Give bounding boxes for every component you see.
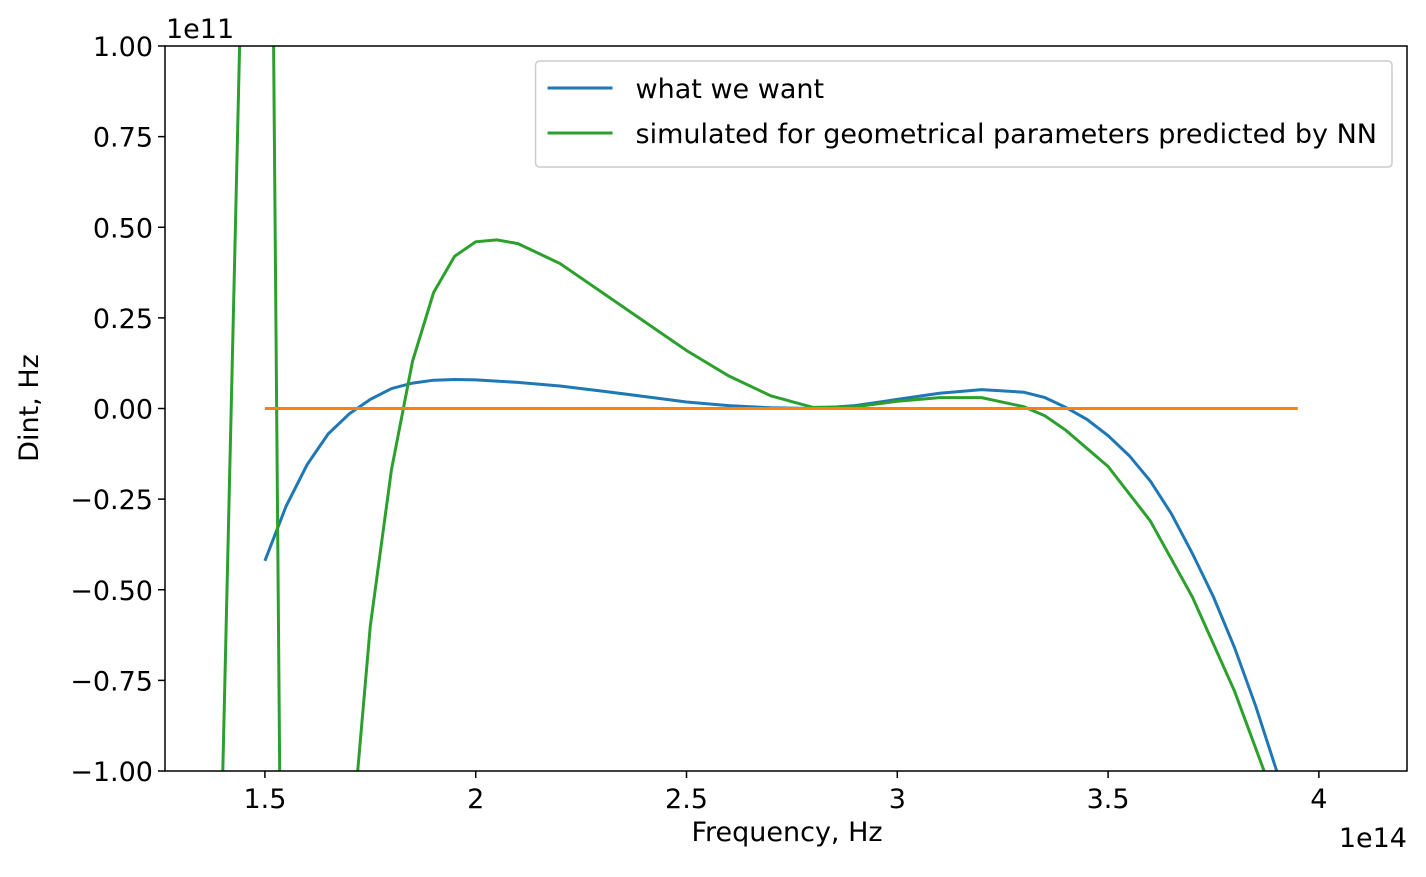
- y-tick-label: −0.50: [70, 576, 153, 607]
- plot-lines: [221, 46, 1298, 771]
- y-tick-label: 0.25: [93, 304, 153, 335]
- x-tick-label: 4: [1310, 784, 1327, 815]
- legend-label: what we want: [636, 74, 825, 105]
- ticks: 1.5 2 2.5 3 3.5 4 −1.00 −0.75 −0.50 −0.25 0.00 0.25…: [70, 32, 1327, 815]
- y-tick-label: −1.00: [70, 757, 153, 788]
- y-tick-label: −0.75: [70, 666, 153, 697]
- y-tick-label: 1.00: [93, 32, 153, 63]
- x-tick-label: 1.5: [243, 784, 286, 815]
- x-tick-label: 2.5: [665, 784, 708, 815]
- y-tick-label: 0.00: [93, 395, 153, 426]
- y-offset-label: 1e11: [166, 14, 234, 45]
- y-axis-label: Dint, Hz: [14, 354, 45, 462]
- y-tick-label: 0.75: [93, 123, 153, 154]
- x-tick-label: 3: [889, 784, 906, 815]
- legend-box: [534, 60, 1393, 168]
- y-tick-label: 0.50: [93, 213, 153, 244]
- x-axis-label: Frequency, Hz: [691, 817, 882, 848]
- series-line: [221, 46, 1266, 771]
- y-tick-label: −0.25: [70, 485, 153, 516]
- legend: what we want simulated for geometrical pa…: [534, 60, 1393, 168]
- plot-frame: [164, 45, 1408, 772]
- x-tick-label: 2: [467, 784, 484, 815]
- x-offset-label: 1e14: [1339, 823, 1407, 854]
- series-line: [263, 377, 1279, 771]
- legend-label: simulated for geometrical parameters pre…: [636, 119, 1377, 150]
- x-tick-label: 3.5: [1087, 784, 1130, 815]
